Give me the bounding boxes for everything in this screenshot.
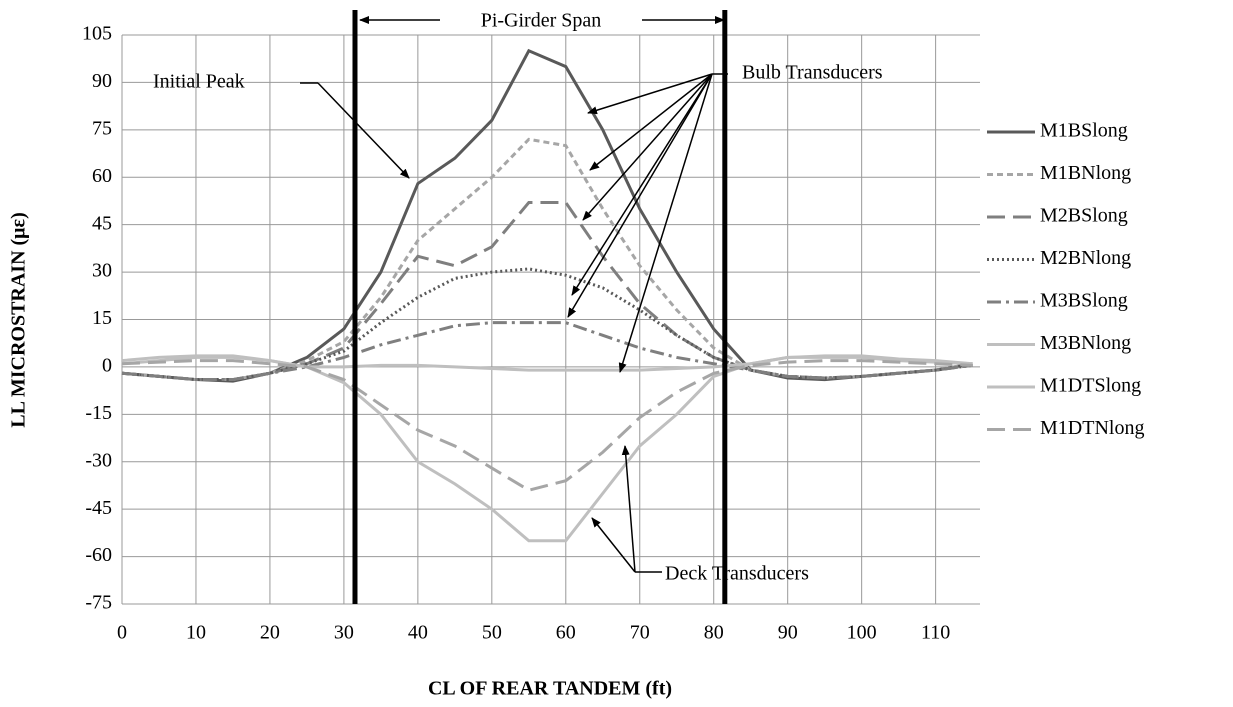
x-tick-label: 100 (847, 622, 877, 644)
y-tick-label: -75 (85, 592, 112, 614)
arrow (317, 82, 410, 179)
legend-label: M3BSlong (1040, 290, 1128, 312)
y-tick-label: 90 (92, 70, 112, 92)
series-line (121, 137, 973, 382)
x-tick-label: 80 (704, 622, 724, 644)
legend-label: M2BNlong (1040, 247, 1131, 269)
y-tick-label: 15 (92, 307, 112, 329)
x-tick-label: 40 (408, 622, 428, 644)
y-tick-label: -15 (85, 402, 112, 424)
annotation: Initial Peak (153, 71, 245, 93)
x-tick-label: 60 (556, 622, 576, 644)
x-tick-label: 0 (117, 622, 127, 644)
x-tick-label: 20 (260, 622, 280, 644)
series-line (121, 201, 973, 382)
y-tick-label: -60 (85, 544, 112, 566)
arrow (589, 73, 713, 171)
y-tick-label: -45 (85, 497, 112, 519)
arrow (567, 73, 713, 318)
x-tick-label: 70 (630, 622, 650, 644)
annotation: Deck Transducers (665, 563, 809, 585)
x-tick-label: 10 (186, 622, 206, 644)
x-tick-label: 50 (482, 622, 502, 644)
x-tick-label: 110 (921, 622, 950, 644)
arrow (591, 517, 636, 573)
series-line (121, 321, 973, 382)
y-tick-label: 30 (92, 260, 112, 282)
y-tick-label: 0 (102, 355, 112, 377)
arrow (571, 73, 713, 296)
y-tick-label: 60 (92, 165, 112, 187)
arrow (582, 73, 713, 221)
legend-label: M1BNlong (1040, 162, 1131, 184)
legend-label: M2BSlong (1040, 205, 1128, 227)
legend-label: M1DTSlong (1040, 375, 1141, 397)
legend-label: M1BSlong (1040, 120, 1128, 142)
y-tick-label: 105 (82, 23, 112, 45)
x-axis-label: CL OF REAR TANDEM (ft) (428, 678, 672, 700)
arrow (618, 73, 713, 373)
arrow (587, 73, 713, 115)
arrow (621, 445, 636, 573)
series-line (121, 48, 973, 383)
y-tick-label: -30 (85, 449, 112, 471)
series-line (121, 359, 973, 492)
series-line (121, 267, 973, 382)
annotation: Bulb Transducers (742, 62, 883, 84)
annotation: Pi-Girder Span (481, 10, 602, 32)
y-tick-label: 75 (92, 117, 112, 139)
y-tick-label: 45 (92, 212, 112, 234)
x-tick-label: 90 (778, 622, 798, 644)
legend-label: M3BNlong (1040, 332, 1131, 354)
y-axis-label: LL MICROSTRAIN (με) (8, 212, 30, 427)
legend-label: M1DTNlong (1040, 417, 1144, 439)
series-line (121, 355, 973, 543)
x-tick-label: 30 (334, 622, 354, 644)
